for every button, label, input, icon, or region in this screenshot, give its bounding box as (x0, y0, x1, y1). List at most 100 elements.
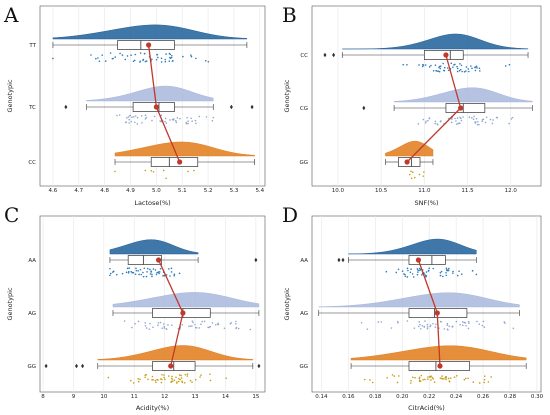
rain-point (410, 268, 412, 270)
rain-point (447, 69, 450, 72)
rain-point (175, 121, 178, 124)
rain-point (204, 59, 207, 62)
rain-point (445, 377, 447, 379)
rain-point (424, 64, 427, 66)
rain-point (144, 114, 147, 117)
rain-point (459, 68, 462, 71)
rain-point (471, 269, 474, 272)
y-tick-label: GG (299, 160, 308, 166)
category-ag: AG (28, 292, 260, 331)
y-tick-label: GG (299, 364, 308, 370)
rain-point (173, 273, 176, 276)
density-cloud (393, 87, 533, 103)
rain-point (395, 271, 398, 274)
x-tick-label: 0.20 (396, 394, 409, 400)
rain-point (95, 57, 97, 60)
rain-point (371, 381, 374, 384)
rain-point (145, 327, 148, 329)
rain-point (396, 381, 399, 384)
rain-point (187, 170, 189, 173)
rain-point (149, 322, 151, 325)
rain-point (225, 377, 227, 379)
rain-point (418, 173, 421, 176)
rain-point (421, 65, 424, 68)
rain-point (454, 117, 456, 120)
rain-point (410, 170, 412, 173)
category-marker (404, 159, 410, 165)
rain-point (491, 122, 494, 125)
rain-point (487, 381, 490, 383)
rain-point (435, 69, 437, 72)
rain-point (448, 267, 450, 270)
outlier-point (341, 257, 345, 263)
rain-point (189, 325, 192, 327)
rain-point (455, 320, 458, 323)
rain-point (144, 374, 147, 376)
rain-point (138, 273, 140, 276)
rain-point (114, 56, 117, 58)
category-gg: GG (299, 140, 434, 180)
x-tick-label: 4.9 (126, 188, 135, 194)
rain-point (450, 121, 453, 124)
rain-point (459, 323, 461, 326)
rain-point (442, 275, 444, 278)
rain-point (136, 123, 139, 125)
rain-point (160, 61, 163, 63)
rain-point (178, 272, 181, 275)
rain-point (446, 67, 449, 69)
rain-point (177, 380, 180, 383)
rain-point (135, 267, 137, 270)
rain-point (440, 270, 443, 273)
rain-point (115, 273, 118, 276)
rain-point (164, 60, 167, 63)
rain-point (465, 66, 468, 68)
x-tick-label: 11.0 (418, 188, 431, 194)
rain-point (460, 273, 463, 276)
rain-point (144, 60, 147, 63)
rain-point (417, 123, 420, 125)
rain-point (129, 114, 131, 117)
rain-point (201, 320, 203, 323)
rain-point (464, 377, 467, 380)
rain-point (212, 116, 215, 119)
rain-point (144, 325, 147, 327)
density-cloud (52, 24, 248, 40)
rain-point (114, 170, 116, 173)
rain-point (139, 61, 141, 63)
rain-point (165, 53, 167, 55)
rain-point (424, 378, 426, 381)
density-cloud (109, 239, 199, 255)
y-tick-label: TC (28, 105, 36, 111)
rain-point (156, 53, 158, 56)
plot-frame (39, 215, 266, 393)
outlier-point (44, 363, 48, 369)
rain-point (189, 379, 192, 382)
rain-point (445, 375, 447, 378)
rain-point (420, 374, 423, 377)
rain-point (144, 169, 147, 172)
x-axis-label: CitrAcid(%) (408, 404, 445, 412)
x-tick-label: 11 (131, 394, 138, 400)
rain-point (510, 118, 513, 120)
rain-point (385, 270, 388, 273)
rain-point (130, 270, 133, 273)
rain-point (377, 321, 380, 323)
rain-point (456, 65, 458, 68)
rain-point (439, 274, 442, 277)
x-tick-label: 10 (100, 394, 107, 400)
rain-point (434, 64, 437, 66)
rain-point (184, 373, 187, 376)
rain-point (477, 120, 479, 123)
rain-point (479, 70, 481, 72)
rain-point (144, 118, 147, 120)
rain-point (170, 56, 173, 59)
rain-point (155, 381, 157, 384)
rain-point (112, 271, 114, 273)
rain-point (160, 114, 163, 117)
panel-A: 4.6 4.7 4.8 4.9 5.0 5.1 5.2 5.3 5.4 A Lactose(%) Ge… (3, 3, 266, 207)
x-axis-label: SNF(%) (415, 199, 439, 207)
rain-point (195, 327, 198, 329)
x-tick-label: 0.28 (504, 394, 517, 400)
x-axis-label: Acidity(%) (136, 404, 169, 412)
rain-point (160, 57, 163, 60)
